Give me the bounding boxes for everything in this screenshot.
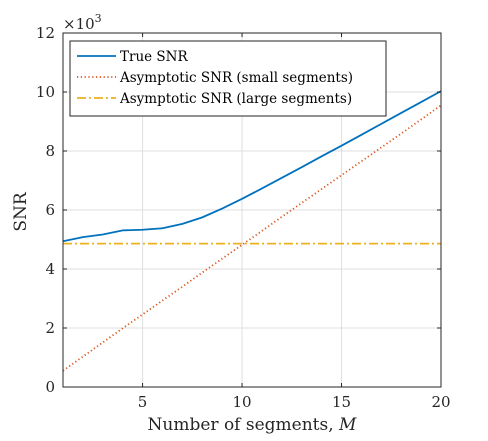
series-line-1 [62,90,442,243]
y-tick-label: 6 [45,201,55,219]
series-lines [62,90,442,372]
axis-ticks [63,32,442,388]
series-line-2 [62,104,442,372]
legend-label-2: Asymptotic SNR (small segments) [119,70,353,86]
x-tick-label: 10 [233,393,252,411]
y-tick-label: 0 [45,378,55,396]
x-tick-label: 15 [332,393,351,411]
y-multiplier-base: ×10 [63,15,95,33]
legend-label-3: Asymptotic SNR (large segments) [119,91,352,107]
y-tick-label: 10 [36,83,55,101]
tick-labels: 5 10 15 20 0 2 4 6 8 10 12 [36,24,451,411]
y-tick-label: 8 [45,142,55,160]
y-multiplier: ×103 [63,12,102,33]
y-axis-label: SNR [11,191,31,232]
x-tick-label: 5 [138,393,148,411]
legend-label-1: True SNR [120,49,188,65]
svg-text:×103: ×103 [63,12,102,33]
legend-box [69,40,387,117]
y-tick-label: 2 [45,319,55,337]
x-tick-label: 20 [431,393,450,411]
y-multiplier-exponent: 3 [95,12,102,25]
legend: True SNR Asymptotic SNR (small segments) A… [69,40,387,117]
x-axis-label: Number of segments, M [148,415,358,435]
y-tick-label: 12 [36,24,55,42]
y-tick-label: 4 [45,260,55,278]
